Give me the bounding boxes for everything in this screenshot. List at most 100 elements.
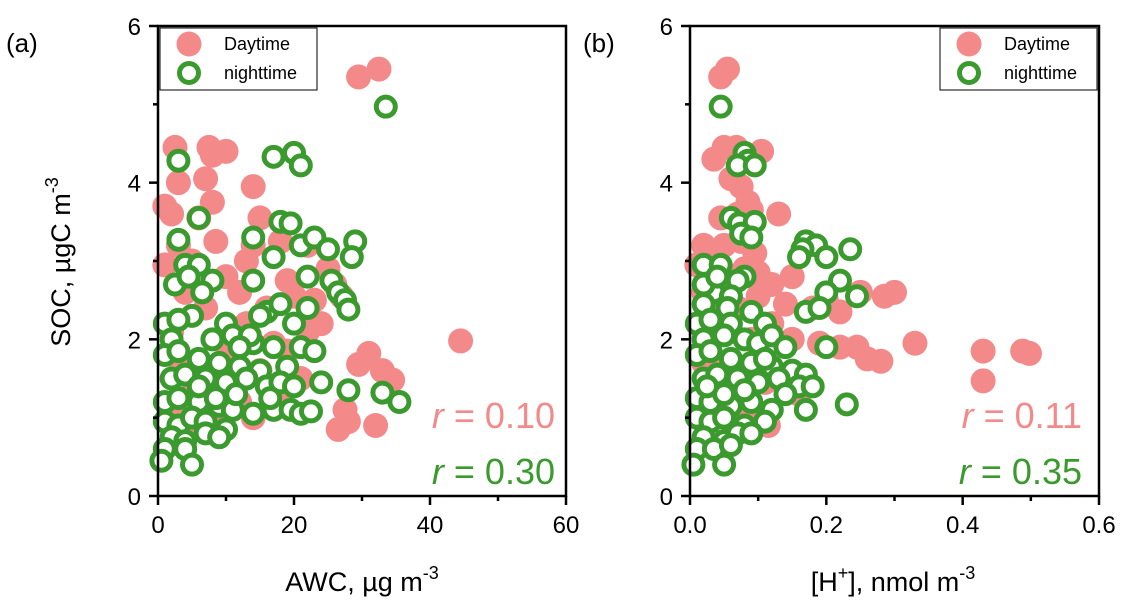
panel-a-nighttime-point (261, 144, 286, 169)
panel-b-nighttime-point (814, 245, 839, 270)
panel-b-y-tick-label: 0 (660, 484, 673, 511)
panel-b-nighttime-r-value: r = 0.35 (959, 451, 1082, 492)
panel-b-nighttime-point (712, 452, 737, 477)
panel-b-nighttime-point (787, 245, 812, 270)
panel-a-legend: Daytime nighttime (159, 27, 318, 91)
panel-b-legend-daytime-marker (956, 31, 982, 57)
panel-a-legend-nighttime-label: nighttime (224, 63, 297, 83)
panel-a-nighttime-point (241, 401, 266, 426)
panel-b-daytime-point (902, 330, 928, 356)
panel-a-daytime-point (193, 166, 219, 192)
panel-a-x-tick-label: 60 (553, 512, 580, 539)
panel-a-x-axis-label: AWC, µg m-3 (285, 563, 439, 597)
panel-a-daytime-point (165, 170, 191, 196)
panel-b-nighttime-point (742, 153, 767, 178)
panel-a-series-nighttime (149, 94, 412, 477)
panel-b-nighttime-point (800, 374, 825, 399)
panel-b-daytime-point (701, 146, 727, 172)
panel-b-nighttime-point (793, 397, 818, 422)
panel-b-nighttime-point (712, 405, 737, 430)
panel-a-x-tick-label: 40 (417, 512, 444, 539)
panel-a-daytime-r-value: r = 0.10 (432, 395, 555, 436)
panel-b-daytime-point (1016, 340, 1042, 366)
panel-b-nighttime-point (807, 296, 832, 320)
panel-a-x-tick-label: 20 (281, 512, 308, 539)
panel-b-daytime-r-value: r = 0.11 (962, 395, 1082, 436)
panel-b-y-tick-label: 6 (660, 14, 673, 41)
panel-b-nighttime-point (838, 237, 863, 262)
panel-a-nighttime-point (302, 339, 327, 364)
panel-b-legend-daytime-label: Daytime (1004, 34, 1070, 54)
panel-a-nighttime-point (176, 264, 201, 289)
panel-a-daytime-point (356, 340, 382, 366)
panel-b-scatter-plot: (b) [H+], nmol m-3 0.0 0.2 0.4 0.6 0 2 4 6 Dayt… (583, 14, 1116, 597)
panel-a-y-tick-label: 0 (128, 484, 141, 511)
panel-b-nighttime-point (739, 225, 764, 250)
panel-a-daytime-point (332, 397, 358, 423)
panel-a-nighttime-point (295, 296, 320, 320)
panel-a-daytime-point (346, 64, 372, 90)
panel-a-nighttime-point (316, 237, 340, 262)
panel-b-daytime-point (766, 201, 792, 227)
panel-a-daytime-point (213, 138, 239, 164)
panel-a-daytime-point (203, 228, 229, 254)
panel-b-x-tick-label: 0.2 (810, 512, 843, 539)
panel-b-nighttime-point (681, 452, 706, 477)
panel-a-daytime-point (448, 328, 474, 354)
panel-a-nighttime-point (278, 211, 303, 236)
panel-a-nighttime-point (224, 382, 249, 407)
panel-a-nighttime-point (241, 225, 266, 250)
panel-a-nighttime-point (387, 390, 412, 414)
panel-a-nighttime-point (309, 370, 334, 395)
panel-a-nighttime-point (282, 374, 306, 399)
panel-a-annotations: r = 0.10 r = 0.30 (432, 395, 555, 492)
panel-a-nighttime-point (336, 378, 361, 403)
panel-a-x-tick-label: 0 (151, 512, 164, 539)
panel-b-daytime-point (970, 338, 996, 364)
panel-b-nighttime-point (834, 392, 859, 417)
panel-b-legend-nighttime-marker (957, 61, 981, 85)
panel-a-nighttime-point (149, 448, 174, 473)
panel-b-y-tick-label: 4 (660, 171, 673, 198)
panel-a-nighttime-point (299, 399, 323, 424)
panel-a-nighttime-point (166, 386, 191, 411)
panel-a-scatter-plot: (a) SOC, µgC m-3 AWC, µg m-3 0 20 40 60 0 2 4 6… (6, 14, 579, 597)
panel-b-y-tick-label: 2 (660, 327, 673, 354)
panel-b-daytime-point (882, 279, 907, 305)
panel-b-daytime-point (970, 368, 996, 394)
panel-a-y-tick-label: 2 (128, 327, 141, 354)
panel-a-daytime-point (247, 205, 273, 231)
panel-a-label: (a) (6, 28, 38, 58)
panel-a-daytime-point (159, 201, 185, 227)
panel-a-y-tick-label: 6 (128, 14, 141, 41)
panel-b-nighttime-point (752, 346, 777, 371)
panel-a-nighttime-point (166, 227, 191, 252)
panel-a-nighttime-point (261, 245, 286, 270)
panel-b-series-nighttime (681, 94, 870, 477)
panel-a-nighttime-point (190, 280, 215, 305)
panel-a-y-axis-label: SOC, µgC m-3 (42, 177, 76, 347)
panel-a-nighttime-point (200, 327, 225, 352)
panel-b-axes: 0.0 0.2 0.4 0.6 0 2 4 6 (660, 14, 1116, 539)
panel-a-nighttime-point (373, 94, 398, 119)
panel-b-daytime-point (714, 56, 740, 82)
panel-a-axes: 0 20 40 60 0 2 4 6 (128, 14, 580, 539)
panel-a-nighttime-point (166, 307, 191, 332)
panel-b-legend: Daytime nighttime (939, 27, 1098, 91)
panel-a-daytime-point (363, 413, 389, 438)
panel-b-daytime-point (779, 264, 805, 290)
panel-a-nighttime-point (261, 335, 286, 360)
panel-a-nighttime-point (336, 297, 361, 322)
panel-b-nighttime-point (739, 421, 764, 446)
panel-a-nighttime-point (295, 264, 320, 289)
panel-b-nighttime-point (698, 339, 723, 364)
panel-b-nighttime-point (718, 433, 743, 458)
panel-a-legend-daytime-label: Daytime (224, 34, 290, 54)
panel-a-nighttime-point (166, 339, 191, 364)
panel-a-nighttime-point (258, 386, 283, 411)
panel-a-nighttime-point (186, 205, 211, 230)
panel-b-annotations: r = 0.11 r = 0.35 (959, 395, 1082, 492)
panel-b-x-tick-label: 0.4 (946, 512, 979, 539)
panel-a-nighttime-point (268, 292, 293, 317)
